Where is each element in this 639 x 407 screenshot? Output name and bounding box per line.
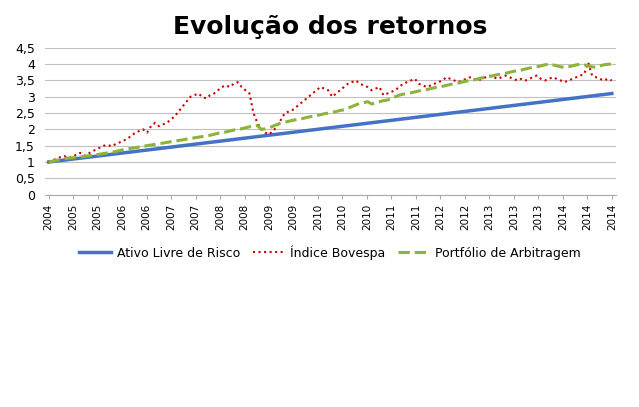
Ativo Livre de Risco bbox=[218, 138, 226, 143]
Índice Bovespa bbox=[584, 60, 592, 65]
Índice Bovespa bbox=[128, 133, 135, 138]
Portfólio de Arbitragem bbox=[218, 130, 226, 135]
Ativo Livre de Risco bbox=[608, 91, 615, 96]
Índice Bovespa bbox=[498, 75, 505, 80]
Line: Ativo Livre de Risco: Ativo Livre de Risco bbox=[49, 94, 612, 162]
Line: Portfólio de Arbitragem: Portfólio de Arbitragem bbox=[49, 64, 612, 162]
Índice Bovespa bbox=[505, 75, 513, 80]
Índice Bovespa bbox=[84, 151, 92, 156]
Title: Evolução dos retornos: Evolução dos retornos bbox=[173, 15, 488, 39]
Ativo Livre de Risco bbox=[128, 149, 135, 154]
Índice Bovespa bbox=[45, 160, 52, 164]
Índice Bovespa bbox=[447, 77, 454, 81]
Ativo Livre de Risco bbox=[498, 105, 505, 109]
Índice Bovespa bbox=[608, 78, 615, 83]
Portfólio de Arbitragem bbox=[128, 146, 135, 151]
Ativo Livre de Risco bbox=[45, 160, 52, 164]
Legend: Ativo Livre de Risco, Índice Bovespa, Portfólio de Arbitragem: Ativo Livre de Risco, Índice Bovespa, Po… bbox=[74, 240, 586, 265]
Portfólio de Arbitragem bbox=[505, 70, 513, 75]
Portfólio de Arbitragem bbox=[447, 82, 454, 87]
Line: Índice Bovespa: Índice Bovespa bbox=[49, 63, 612, 162]
Ativo Livre de Risco bbox=[84, 155, 92, 160]
Ativo Livre de Risco bbox=[447, 111, 454, 116]
Ativo Livre de Risco bbox=[505, 103, 513, 108]
Portfólio de Arbitragem bbox=[45, 160, 52, 164]
Portfólio de Arbitragem bbox=[84, 153, 92, 158]
Índice Bovespa bbox=[218, 85, 226, 90]
Portfólio de Arbitragem bbox=[498, 72, 505, 77]
Portfólio de Arbitragem bbox=[608, 62, 615, 67]
Portfólio de Arbitragem bbox=[545, 62, 553, 67]
